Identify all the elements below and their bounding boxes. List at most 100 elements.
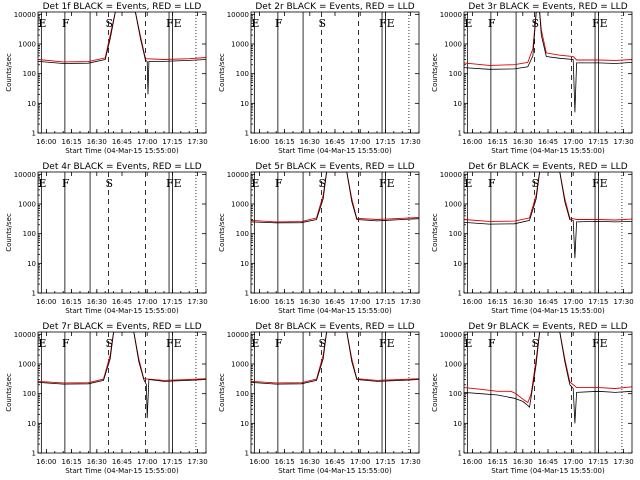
y-tick-label: 1000 [18, 201, 36, 209]
y-tick-label: 100 [23, 230, 36, 238]
x-axis-label: Start Time (04-Mar-15 15:55:00) [278, 147, 392, 155]
marker-label: FE [592, 337, 608, 350]
x-tick-label: 16:00 [462, 138, 482, 146]
x-tick-label: 16:45 [325, 458, 345, 466]
series-lld [251, 172, 419, 223]
y-tick-label: 100 [449, 230, 462, 238]
x-tick-label: 17:15 [375, 458, 395, 466]
x-tick-label: 16:00 [249, 298, 269, 306]
x-tick-label: 17:15 [375, 138, 395, 146]
marker-label: FE [379, 177, 395, 190]
x-tick-label: 16:00 [462, 458, 482, 466]
plot-frame [250, 11, 420, 134]
x-tick-label: 17:30 [188, 458, 208, 466]
marker-label: FE [166, 337, 182, 350]
y-tick-label: 100 [236, 230, 249, 238]
marker-label: FE [592, 177, 608, 190]
y-tick-label: 100 [236, 70, 249, 78]
x-tick-label: 17:30 [188, 138, 208, 146]
series-lld [464, 172, 632, 222]
panel-title: Det 8r BLACK = Events, RED = LLD [255, 322, 414, 332]
x-tick-label: 16:45 [325, 298, 345, 306]
y-axis-label: Counts/sec [218, 213, 226, 252]
series-events [38, 332, 206, 419]
plot-frame [463, 11, 633, 134]
panel-title: Det 7r BLACK = Events, RED = LLD [42, 322, 201, 332]
x-tick-label: 16:30 [87, 458, 107, 466]
plot-frame [463, 171, 633, 294]
plot-frame [37, 11, 207, 134]
panel-det7r: Det 7r BLACK = Events, RED = LLD 16:00 16:… [5, 322, 208, 475]
x-tick-label: 16:15 [275, 298, 295, 306]
marker-label: F [275, 337, 283, 350]
plot-frame [37, 171, 207, 294]
x-tick-label: 17:15 [375, 298, 395, 306]
marker-label: S [319, 177, 327, 190]
panel-det3r: Det 3r BLACK = Events, RED = LLD 16:00 16:… [431, 2, 634, 155]
marker-label: S [106, 337, 114, 350]
marker-label: S [319, 17, 327, 30]
x-tick-label: 17:15 [162, 298, 182, 306]
y-tick-label: 10000 [14, 331, 36, 339]
x-tick-label: 16:30 [300, 138, 320, 146]
y-tick-label: 10000 [440, 171, 462, 179]
x-axis-label: Start Time (04-Mar-15 15:55:00) [65, 467, 179, 475]
plot-frame [250, 171, 420, 294]
marker-label: F [62, 337, 70, 350]
x-tick-label: 16:15 [62, 298, 82, 306]
x-tick-label: 16:15 [488, 458, 508, 466]
y-tick-label: 1000 [231, 201, 249, 209]
y-axis-label: Counts/sec [5, 373, 13, 412]
x-axis-label: Start Time (04-Mar-15 15:55:00) [65, 147, 179, 155]
x-tick-label: 16:00 [36, 298, 56, 306]
x-tick-label: 16:15 [275, 458, 295, 466]
y-tick-label: 10000 [440, 11, 462, 19]
x-tick-label: 16:30 [300, 298, 320, 306]
y-tick-label: 10000 [227, 331, 249, 339]
x-tick-label: 17:00 [137, 298, 157, 306]
x-tick-label: 16:15 [275, 138, 295, 146]
y-tick-label: 100 [236, 390, 249, 398]
x-tick-label: 16:45 [538, 298, 558, 306]
x-tick-label: 17:30 [401, 138, 421, 146]
y-tick-label: 1000 [444, 201, 462, 209]
marker-label: F [488, 177, 496, 190]
x-tick-label: 16:30 [513, 458, 533, 466]
x-tick-label: 17:00 [350, 138, 370, 146]
x-tick-label: 17:15 [588, 138, 608, 146]
series-lld [464, 332, 632, 404]
y-tick-label: 1000 [231, 361, 249, 369]
series-lld [38, 332, 206, 384]
x-tick-label: 16:15 [488, 298, 508, 306]
panel-title: Det 3r BLACK = Events, RED = LLD [468, 2, 627, 12]
x-tick-label: 16:00 [249, 138, 269, 146]
panel-title: Det 1f BLACK = Events, RED = LLD [43, 2, 202, 12]
marker-label: E [464, 337, 472, 350]
y-tick-label: 1 [32, 450, 36, 458]
y-axis-label: Counts/sec [218, 53, 226, 92]
marker-label: S [319, 337, 327, 350]
marker-label: F [275, 177, 283, 190]
marker-label: FE [166, 17, 182, 30]
y-tick-label: 10 [453, 100, 462, 108]
x-tick-label: 16:30 [87, 298, 107, 306]
x-axis-label: Start Time (04-Mar-15 15:55:00) [65, 307, 179, 315]
x-tick-label: 17:15 [588, 298, 608, 306]
marker-label: F [488, 17, 496, 30]
panel-det8r: Det 8r BLACK = Events, RED = LLD 16:00 16:… [218, 322, 421, 475]
series-events [38, 12, 206, 95]
x-axis-label: Start Time (04-Mar-15 15:55:00) [491, 147, 605, 155]
y-tick-label: 1000 [18, 41, 36, 49]
x-tick-label: 16:45 [538, 458, 558, 466]
y-tick-label: 10000 [440, 331, 462, 339]
x-tick-label: 16:45 [112, 138, 132, 146]
y-tick-label: 1 [32, 130, 36, 138]
x-tick-label: 16:15 [488, 138, 508, 146]
panel-title: Det 5r BLACK = Events, RED = LLD [255, 162, 414, 172]
y-tick-label: 100 [449, 390, 462, 398]
y-tick-label: 1 [245, 450, 249, 458]
marker-label: F [62, 17, 70, 30]
series-events [251, 332, 419, 385]
panel-det2r: Det 2r BLACK = Events, RED = LLD 16:00 16:… [218, 2, 421, 155]
x-axis-label: Start Time (04-Mar-15 15:55:00) [491, 467, 605, 475]
